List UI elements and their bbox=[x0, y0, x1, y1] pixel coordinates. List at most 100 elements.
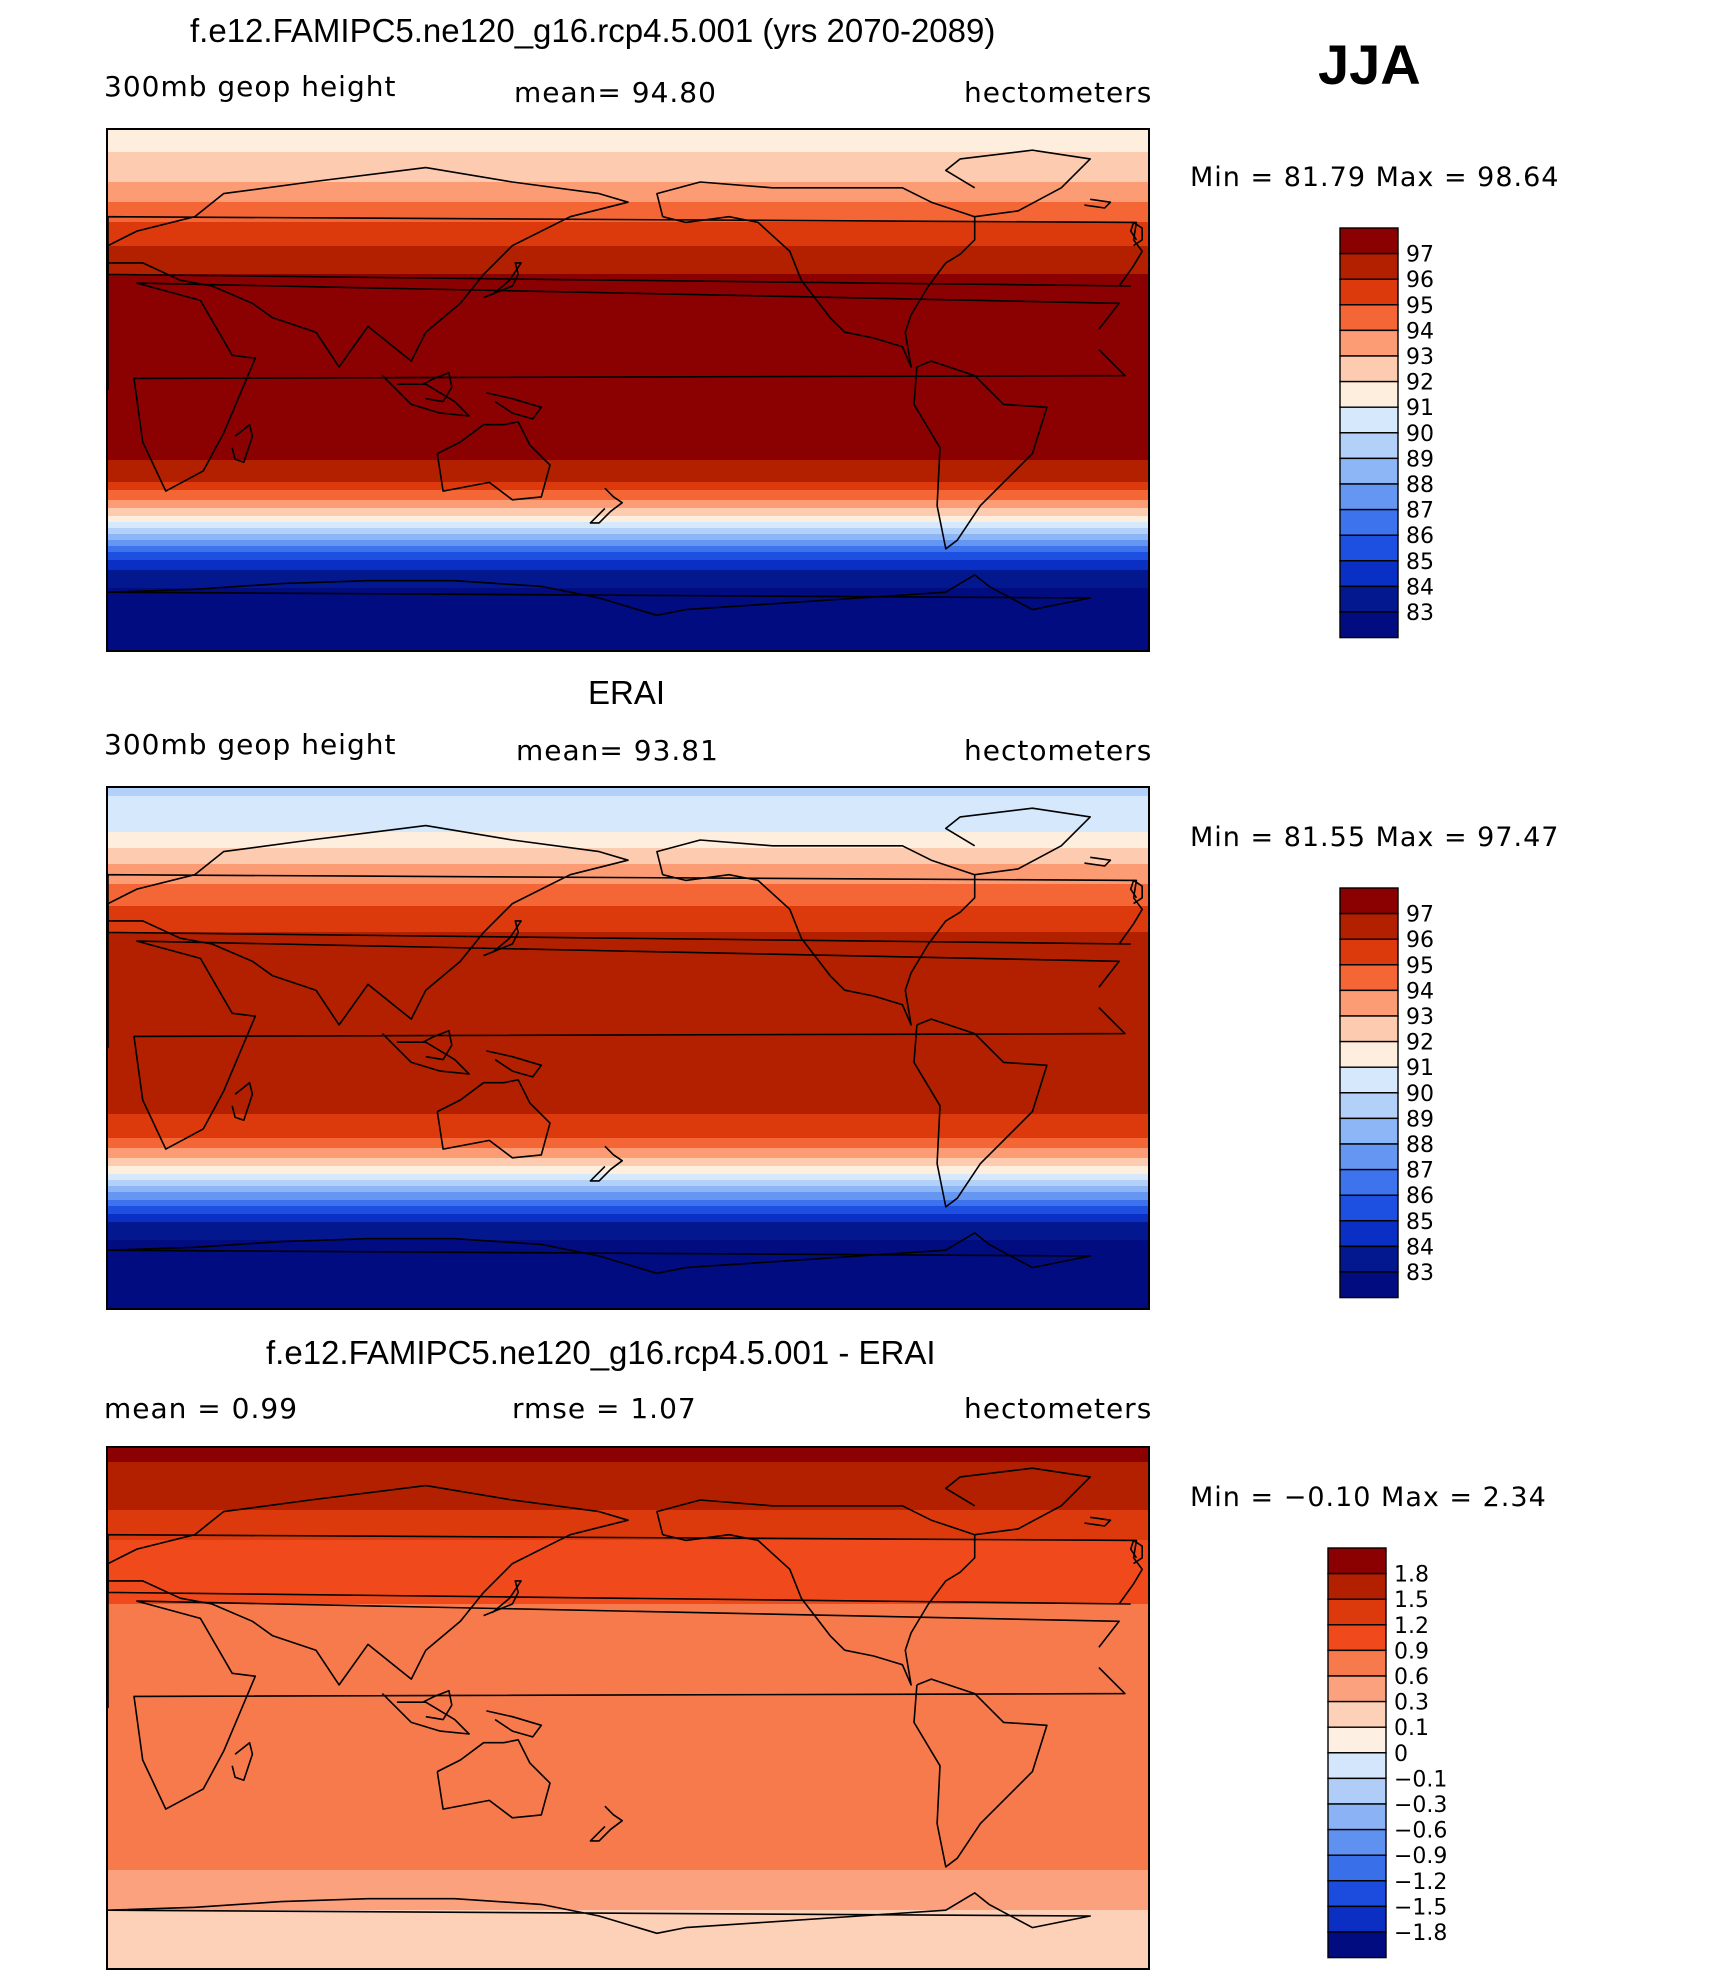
colorbar-swatch bbox=[1339, 964, 1399, 992]
contour-band bbox=[108, 444, 1148, 447]
contour-band bbox=[108, 1868, 1148, 1871]
colorbar-swatch bbox=[1339, 380, 1399, 408]
contour-band bbox=[108, 1028, 1148, 1031]
contour-band bbox=[108, 1284, 1148, 1287]
contour-band bbox=[108, 1820, 1148, 1823]
contour-band bbox=[108, 1956, 1148, 1959]
contour-band bbox=[108, 1696, 1148, 1699]
contour-band bbox=[108, 264, 1148, 267]
colorbar-tick-label: 94 bbox=[1406, 979, 1434, 1004]
contour-band bbox=[108, 184, 1148, 187]
new-guinea-outline bbox=[486, 392, 543, 420]
south-america-outline bbox=[913, 360, 1048, 550]
contour-band bbox=[108, 1862, 1148, 1865]
contour-band bbox=[108, 976, 1148, 979]
contour-band bbox=[108, 1296, 1148, 1299]
contour-band bbox=[108, 822, 1148, 825]
contour-band bbox=[108, 1162, 1148, 1165]
contour-band bbox=[108, 1292, 1148, 1295]
colorbar-swatch bbox=[1339, 457, 1399, 485]
contour-band bbox=[108, 284, 1148, 287]
contour-band bbox=[108, 1084, 1148, 1087]
contour-band bbox=[108, 1058, 1148, 1061]
colorbar-tick-label: 85 bbox=[1406, 550, 1434, 575]
colorbar-tick-label: 86 bbox=[1406, 524, 1434, 549]
colorbar-swatch bbox=[1339, 989, 1399, 1017]
africa-outline bbox=[133, 940, 1126, 1150]
contour-band bbox=[108, 1298, 1148, 1301]
contour-band bbox=[108, 840, 1148, 843]
contour-band bbox=[108, 1626, 1148, 1629]
africa-outline bbox=[133, 1600, 1126, 1810]
japan-outline bbox=[483, 262, 522, 299]
contour-band bbox=[108, 1596, 1148, 1599]
contour-band bbox=[108, 1044, 1148, 1047]
colorbar-swatch bbox=[1327, 1828, 1387, 1856]
africa-outline bbox=[133, 282, 1126, 492]
contour-band bbox=[108, 234, 1148, 237]
contour-band bbox=[108, 1500, 1148, 1503]
contour-band bbox=[108, 1556, 1148, 1559]
contour-band bbox=[108, 1874, 1148, 1877]
indonesia-outline bbox=[381, 375, 470, 417]
contour-band bbox=[108, 542, 1148, 545]
contour-band bbox=[108, 1132, 1148, 1135]
colorbar-swatch bbox=[1339, 938, 1399, 966]
contour-band bbox=[108, 1758, 1148, 1761]
colorbar-swatch bbox=[1339, 1271, 1399, 1299]
contour-band bbox=[108, 316, 1148, 319]
contour-band bbox=[108, 1106, 1148, 1109]
colorbar-swatch bbox=[1339, 329, 1399, 357]
contour-band bbox=[108, 1078, 1148, 1081]
contour-band bbox=[108, 1450, 1148, 1453]
colorbar-tick-label: 94 bbox=[1406, 319, 1434, 344]
contour-band bbox=[108, 988, 1148, 991]
contour-band bbox=[108, 246, 1148, 249]
contour-band bbox=[108, 348, 1148, 351]
contour-band bbox=[108, 1594, 1148, 1597]
japan-outline bbox=[483, 1580, 522, 1617]
contour-band bbox=[108, 1050, 1148, 1053]
panel1-variable-label: 300mb geop height bbox=[104, 70, 397, 103]
contour-band bbox=[108, 1746, 1148, 1749]
contour-band bbox=[108, 1144, 1148, 1147]
contour-band bbox=[108, 1888, 1148, 1891]
colorbar-swatch bbox=[1327, 1880, 1387, 1908]
colorbar-tick-label: 92 bbox=[1406, 371, 1434, 396]
colorbar-swatch bbox=[1339, 912, 1399, 940]
contour-band bbox=[108, 362, 1148, 365]
europe-west-outline bbox=[108, 215, 1143, 287]
contour-band bbox=[108, 556, 1148, 559]
contour-band bbox=[108, 416, 1148, 419]
colorbar-tick-label: 87 bbox=[1406, 499, 1434, 524]
contour-band bbox=[108, 1280, 1148, 1283]
contour-band bbox=[108, 1560, 1148, 1563]
contour-band bbox=[108, 1900, 1148, 1903]
contour-band bbox=[108, 898, 1148, 901]
contour-band bbox=[108, 232, 1148, 235]
contour-band bbox=[108, 188, 1148, 191]
colorbar-tick-label: 87 bbox=[1406, 1159, 1434, 1184]
contour-band bbox=[108, 136, 1148, 139]
contour-band bbox=[108, 1652, 1148, 1655]
contour-band bbox=[108, 400, 1148, 403]
contour-band bbox=[108, 156, 1148, 159]
contour-band bbox=[108, 814, 1148, 817]
contour-band bbox=[108, 1812, 1148, 1815]
panel3-rmse-label: rmse = 1.07 bbox=[512, 1392, 697, 1425]
contour-band bbox=[108, 926, 1148, 929]
contour-band bbox=[108, 450, 1148, 453]
contour-band bbox=[108, 1744, 1148, 1747]
contour-band bbox=[108, 300, 1148, 303]
contour-band bbox=[108, 192, 1148, 195]
contour-band bbox=[108, 1108, 1148, 1111]
contour-band bbox=[108, 1818, 1148, 1821]
panel3-mean-label: mean = 0.99 bbox=[104, 1392, 299, 1425]
contour-band bbox=[108, 642, 1148, 645]
contour-band bbox=[108, 1774, 1148, 1777]
contour-band bbox=[108, 790, 1148, 793]
contour-band bbox=[108, 1598, 1148, 1601]
contour-band bbox=[108, 1452, 1148, 1455]
contour-band bbox=[108, 170, 1148, 173]
contour-band bbox=[108, 1762, 1148, 1765]
